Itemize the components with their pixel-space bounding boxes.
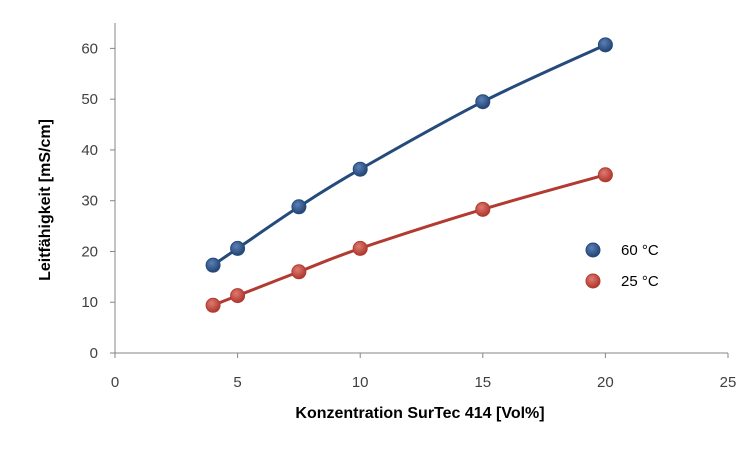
- y-tick-label: 10: [81, 294, 98, 311]
- data-point: [597, 37, 613, 53]
- x-tick-label: 20: [597, 374, 614, 391]
- y-tick-label: 60: [81, 40, 98, 57]
- data-point: [352, 240, 368, 256]
- data-point: [205, 257, 221, 273]
- x-tick-label: 0: [111, 374, 119, 391]
- y-tick-label: 50: [81, 91, 98, 108]
- legend-marker: [585, 273, 601, 289]
- data-point: [230, 240, 246, 256]
- legend: 60 °C 25 °C: [585, 242, 659, 290]
- data-point: [597, 167, 613, 183]
- legend-label: 60 °C: [621, 242, 659, 259]
- x-tick-label: 5: [233, 374, 241, 391]
- y-tick-label: 30: [81, 193, 98, 210]
- data-point: [205, 297, 221, 313]
- legend-label: 25 °C: [621, 273, 659, 290]
- data-point: [352, 161, 368, 177]
- y-tick-label: 20: [81, 243, 98, 260]
- axes: 0 10 20 30 40 50 60 0 5 10 15 20 25: [81, 23, 736, 391]
- y-axis-title: Leitfähigkeit [mS/cm]: [37, 119, 54, 281]
- legend-marker: [585, 242, 601, 258]
- series-layer: [205, 37, 613, 313]
- x-tick-label: 15: [474, 374, 491, 391]
- data-point: [475, 201, 491, 217]
- y-tick-label: 0: [90, 345, 98, 362]
- data-point: [291, 264, 307, 280]
- x-tick-label: 25: [720, 374, 737, 391]
- data-point: [291, 199, 307, 215]
- data-point: [230, 288, 246, 304]
- series-line: [212, 173, 606, 307]
- x-axis-title: Konzentration SurTec 414 [Vol%]: [295, 405, 544, 422]
- x-tick-label: 10: [352, 374, 369, 391]
- y-tick-label: 40: [81, 142, 98, 159]
- series-0: [205, 37, 613, 273]
- data-point: [475, 94, 491, 110]
- series-1: [205, 167, 613, 313]
